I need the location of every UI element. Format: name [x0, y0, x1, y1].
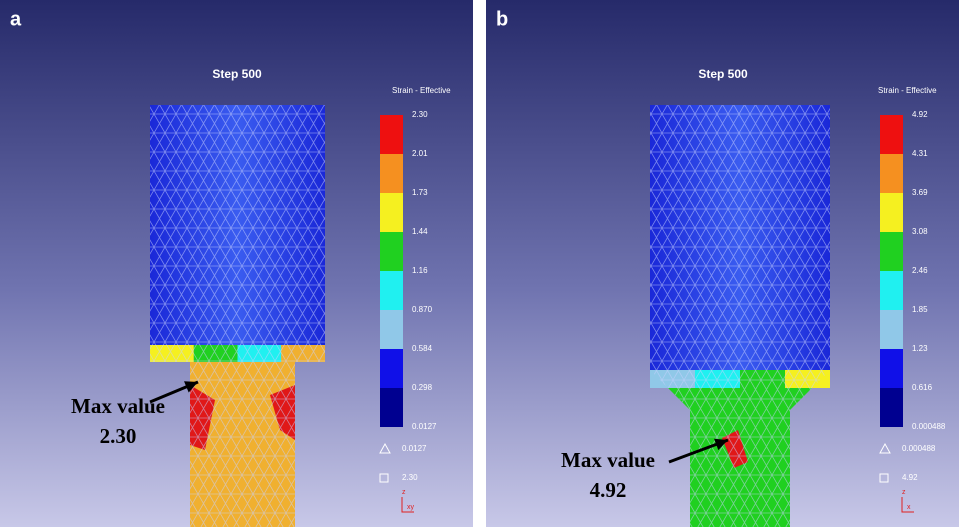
axis-right: xy [407, 504, 415, 511]
step-label: Step 500 [698, 67, 748, 81]
legend-swatch [880, 349, 903, 388]
legend-value: 1.73 [412, 188, 428, 197]
legend-value: 1.85 [912, 305, 928, 314]
min-marker: 0.0127 [402, 444, 427, 453]
legend-value: 0.584 [412, 344, 433, 353]
legend-swatch [380, 154, 403, 193]
panel-label: b [496, 8, 508, 30]
legend-value: 4.31 [912, 149, 928, 158]
annotation-value: 2.30 [100, 424, 137, 448]
legend-value: 2.46 [912, 266, 928, 275]
legend-swatch [880, 232, 903, 271]
legend-swatch [880, 388, 903, 427]
legend-swatch [880, 193, 903, 232]
legend-value: 1.23 [912, 344, 928, 353]
legend-swatch [880, 154, 903, 193]
axis-up: z [902, 489, 906, 496]
figure: a Step 500 Strain - Effective 2.30 2.01 1.73 1… [0, 0, 959, 527]
axis-up: z [402, 489, 406, 496]
legend-value: 0.870 [412, 305, 433, 314]
min-marker: 0.000488 [902, 444, 936, 453]
annotation: Max value [561, 448, 655, 472]
annotation-value: 4.92 [590, 478, 627, 502]
legend-value: 2.30 [412, 110, 428, 119]
legend-swatch [380, 193, 403, 232]
legend-swatch [880, 310, 903, 349]
legend-swatch [880, 271, 903, 310]
legend-swatch [380, 115, 403, 154]
panel: b Step 500 Strain - Effective 4.92 4.31 3.69 3… [486, 0, 959, 527]
legend-value: 1.44 [412, 227, 428, 236]
legend-value: 1.16 [412, 266, 428, 275]
panel: a Step 500 Strain - Effective 2.30 2.01 1.73 1… [0, 0, 473, 527]
legend-value: 3.08 [912, 227, 928, 236]
legend-swatch [380, 271, 403, 310]
step-label: Step 500 [212, 67, 262, 81]
max-marker: 4.92 [902, 473, 918, 482]
legend-title: Strain - Effective [392, 86, 451, 95]
legend-swatch [380, 232, 403, 271]
legend-value: 0.298 [412, 383, 433, 392]
annotation: Max value [71, 394, 165, 418]
legend-title: Strain - Effective [878, 86, 937, 95]
legend-swatch [380, 388, 403, 427]
legend-swatch [880, 115, 903, 154]
legend-value: 0.616 [912, 383, 933, 392]
mesh-lines [650, 105, 830, 370]
legend-value: 3.69 [912, 188, 928, 197]
legend-value: 4.92 [912, 110, 928, 119]
mesh-lines [150, 105, 325, 345]
legend-value: 0.0127 [412, 422, 437, 431]
legend-value: 2.01 [412, 149, 428, 158]
axis-right: x [907, 504, 911, 511]
legend-swatch [380, 349, 403, 388]
legend-swatch [380, 310, 403, 349]
max-marker: 2.30 [402, 473, 418, 482]
panel-label: a [10, 8, 22, 30]
legend-value: 0.000488 [912, 422, 946, 431]
